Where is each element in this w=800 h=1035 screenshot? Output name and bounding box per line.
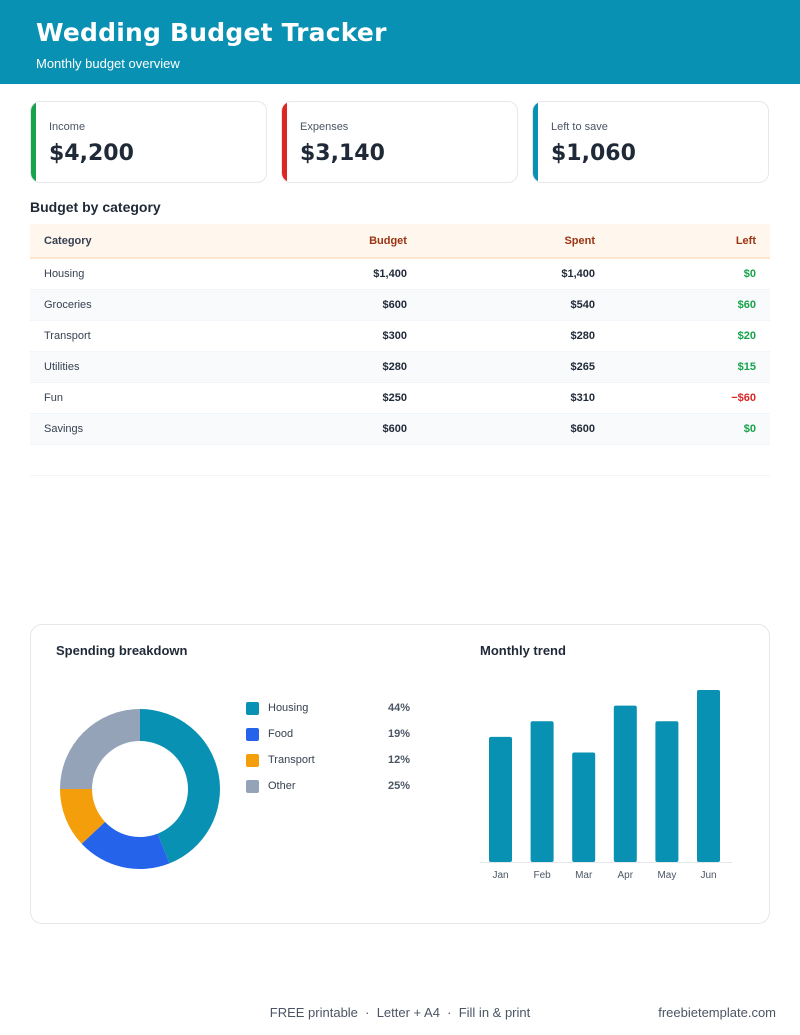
- bar-mar: [572, 752, 596, 862]
- legend-label: Transport: [268, 754, 315, 766]
- card-value: $1,060: [551, 141, 636, 166]
- footer-site: freebietemplate.com: [658, 1005, 776, 1020]
- charts-panel: Spending breakdown Monthly trend: [30, 624, 770, 924]
- monthly-trend-title: Monthly trend: [480, 643, 566, 658]
- cell-spent: $600: [420, 413, 609, 445]
- legend-percent: 19%: [387, 728, 410, 740]
- page-subtitle: Monthly budget overview: [36, 56, 180, 71]
- legend-percent: 25%: [387, 780, 410, 792]
- card-accent-bar: [31, 102, 36, 182]
- card-label: Expenses: [300, 121, 349, 133]
- spending-donut-chart: [60, 709, 221, 869]
- cell-spent: $310: [420, 382, 609, 414]
- card-label: Left to save: [551, 121, 608, 133]
- cell-budget: $1,400: [220, 258, 421, 290]
- section-divider: [30, 475, 770, 476]
- spending-breakdown-title: Spending breakdown: [56, 643, 188, 658]
- column-header-left: Left: [609, 224, 770, 259]
- legend-swatch: [246, 780, 259, 793]
- donut-slice-housing: [140, 709, 221, 864]
- legend-swatch: [246, 754, 259, 767]
- budget-table: Category Budget Spent Left Housing $1,40…: [30, 224, 770, 445]
- bar-apr: [613, 705, 637, 862]
- legend-label: Food: [268, 728, 294, 740]
- budget-table-title: Budget by category: [30, 199, 161, 215]
- bar-jun: [697, 690, 720, 862]
- column-header-budget: Budget: [220, 224, 421, 259]
- donut-slice-transport: [60, 789, 106, 844]
- cell-left: $0: [609, 258, 770, 290]
- card-accent-bar: [282, 102, 287, 182]
- legend-percent: 44%: [387, 702, 410, 714]
- donut-slice-other: [60, 709, 140, 789]
- cell-left: $20: [609, 320, 770, 352]
- legend-item-housing: Housing 44%: [246, 702, 416, 716]
- legend-swatch: [246, 728, 259, 741]
- legend-item-food: Food 19%: [246, 728, 416, 742]
- x-tick-label: Mar: [575, 870, 593, 881]
- cell-category: Utilities: [30, 351, 220, 383]
- cell-category: Housing: [30, 258, 220, 290]
- cell-left: $15: [609, 351, 770, 383]
- card-accent-bar: [533, 102, 538, 182]
- x-tick-label: May: [657, 870, 676, 881]
- x-tick-label: Apr: [618, 870, 634, 881]
- table-row: Groceries $600 $540 $60: [30, 289, 770, 321]
- cell-category: Groceries: [30, 289, 220, 321]
- cell-left: $60: [609, 289, 770, 321]
- bar-jan: [489, 736, 512, 862]
- card-label: Income: [49, 121, 86, 133]
- column-header-category: Category: [30, 224, 220, 259]
- page-title: Wedding Budget Tracker: [36, 18, 387, 47]
- cell-budget: $280: [220, 351, 421, 383]
- cell-budget: $600: [220, 413, 421, 445]
- cell-budget: $300: [220, 320, 421, 352]
- cell-spent: $1,400: [420, 258, 609, 290]
- bar-may: [655, 721, 679, 862]
- donut-slice-food: [81, 821, 170, 869]
- table-row: Savings $600 $600 $0: [30, 413, 770, 445]
- table-row: Transport $300 $280 $20: [30, 320, 770, 352]
- cell-spent: $265: [420, 351, 609, 383]
- summary-card-left-to-save: Left to save $1,060: [532, 101, 769, 183]
- x-tick-label: Jun: [700, 870, 716, 881]
- cell-left: $0: [609, 413, 770, 445]
- column-header-spent: Spent: [420, 224, 609, 259]
- cell-budget: $250: [220, 382, 421, 414]
- card-value: $3,140: [300, 141, 385, 166]
- cell-spent: $540: [420, 289, 609, 321]
- x-tick-label: Jan: [492, 870, 508, 881]
- table-row: Fun $250 $310 −$60: [30, 382, 770, 414]
- cell-category: Transport: [30, 320, 220, 352]
- cell-category: Savings: [30, 413, 220, 445]
- table-row: Housing $1,400 $1,400 $0: [30, 258, 770, 290]
- table-row: Utilities $280 $265 $15: [30, 351, 770, 383]
- legend-label: Housing: [268, 702, 309, 714]
- card-value: $4,200: [49, 141, 134, 166]
- cell-category: Fun: [30, 382, 220, 414]
- legend-label: Other: [268, 780, 296, 792]
- cell-left: −$60: [609, 382, 770, 414]
- summary-card-expenses: Expenses $3,140: [281, 101, 518, 183]
- summary-card-income: Income $4,200: [30, 101, 267, 183]
- legend-percent: 12%: [387, 754, 410, 766]
- legend-item-other: Other 25%: [246, 780, 416, 794]
- cell-budget: $600: [220, 289, 421, 321]
- legend-item-transport: Transport 12%: [246, 754, 416, 768]
- header: Wedding Budget Tracker Monthly budget ov…: [0, 0, 800, 84]
- bar-feb: [530, 721, 554, 862]
- table-header-row: Category Budget Spent Left: [30, 224, 770, 259]
- footer-note: FREE printable · Letter + A4 · Fill in &…: [269, 1005, 531, 1020]
- legend-swatch: [246, 702, 259, 715]
- x-tick-label: Feb: [533, 870, 551, 881]
- cell-spent: $280: [420, 320, 609, 352]
- monthly-trend-bar-chart: Jan Feb Mar Apr May Jun: [480, 690, 732, 881]
